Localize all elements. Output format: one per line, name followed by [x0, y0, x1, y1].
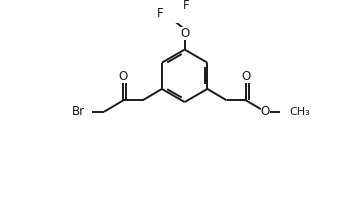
- Text: Br: Br: [72, 105, 85, 118]
- Text: F: F: [183, 0, 190, 12]
- Text: O: O: [180, 27, 189, 40]
- Text: O: O: [119, 70, 128, 83]
- Text: CH₃: CH₃: [290, 107, 310, 117]
- Text: F: F: [157, 7, 163, 20]
- Text: O: O: [261, 105, 270, 118]
- Text: O: O: [241, 70, 250, 83]
